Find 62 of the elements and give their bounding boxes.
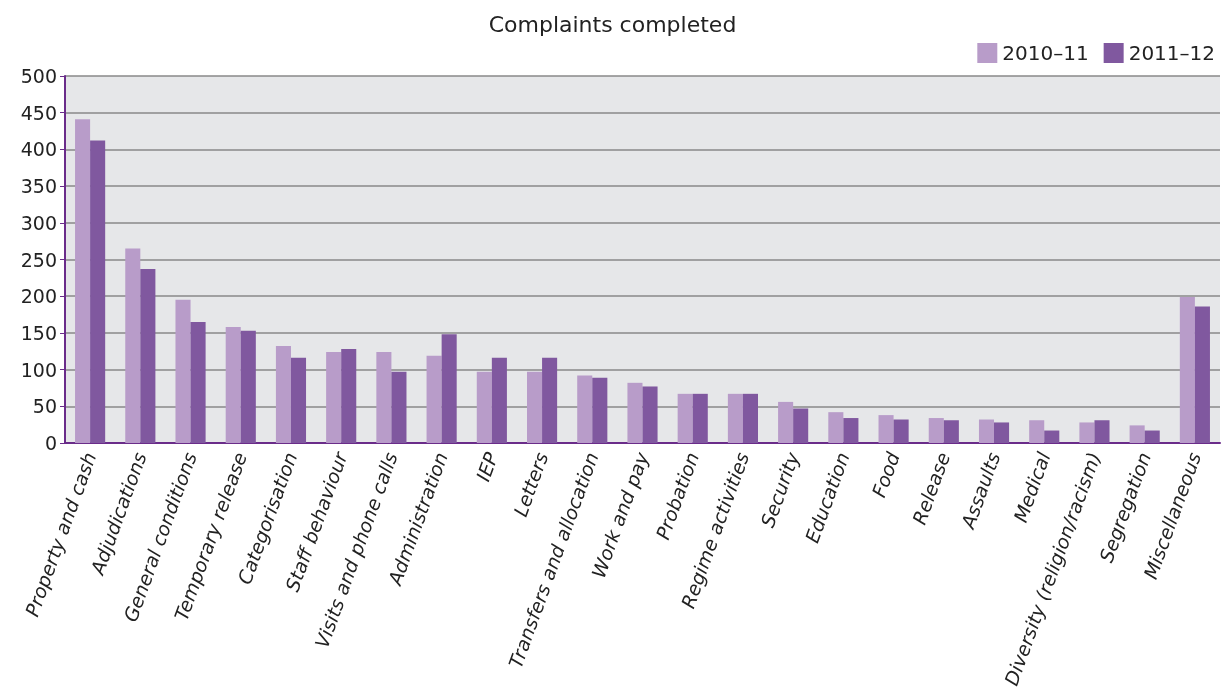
bar [175,299,191,443]
bar [542,357,558,443]
bar [692,393,708,443]
bar [1079,422,1095,443]
bar [943,420,959,443]
bar [642,386,658,443]
bar [727,393,743,443]
bar [441,334,457,443]
bar [125,248,141,443]
y-tick-label: 350 [20,175,57,198]
bar [627,382,643,443]
bar [677,393,693,443]
bar [928,418,944,443]
bar [476,371,492,443]
bar [1194,306,1210,443]
bar [1029,420,1045,443]
y-tick-label: 150 [20,321,57,344]
bar [75,119,91,443]
legend-label: 2011–12 [1128,41,1216,65]
y-tick-label: 50 [32,395,57,418]
bar [391,371,407,443]
legend-label: 2010–11 [1002,41,1089,65]
bar [527,371,543,443]
bar [275,346,291,443]
y-tick-label: 250 [20,248,57,271]
x-tick-label: Food [867,448,905,501]
bar [742,393,758,443]
bar [90,140,106,443]
y-tick-label: 500 [20,65,57,87]
bar [828,412,844,443]
bar [376,351,392,443]
bar [994,422,1010,443]
bar [426,355,442,443]
bar [893,419,909,443]
bar [793,408,809,443]
bar [1129,425,1145,443]
bar [778,401,794,443]
bar [140,269,156,443]
y-tick-label: 200 [20,285,57,308]
y-tick-label: 400 [20,138,57,161]
bar [1094,420,1110,443]
bar [592,377,608,443]
bar [1179,296,1195,443]
bar [326,351,342,443]
bar [290,357,307,443]
bar [1044,430,1060,443]
bar [878,415,894,443]
bar [843,418,859,443]
bar [341,349,357,443]
bar [225,327,241,443]
bar [1144,430,1160,443]
y-tick-label: 450 [20,101,57,124]
y-tick-label: 0 [44,432,57,454]
bar [978,419,995,443]
y-tick-label: 300 [20,211,57,234]
bar [240,330,256,443]
y-tick-label: 100 [20,358,57,381]
bar [577,375,593,443]
bar [190,321,206,443]
chart-title: Complaints completed [488,11,737,37]
bar [491,357,507,443]
x-tick-label: IEP [471,448,503,485]
